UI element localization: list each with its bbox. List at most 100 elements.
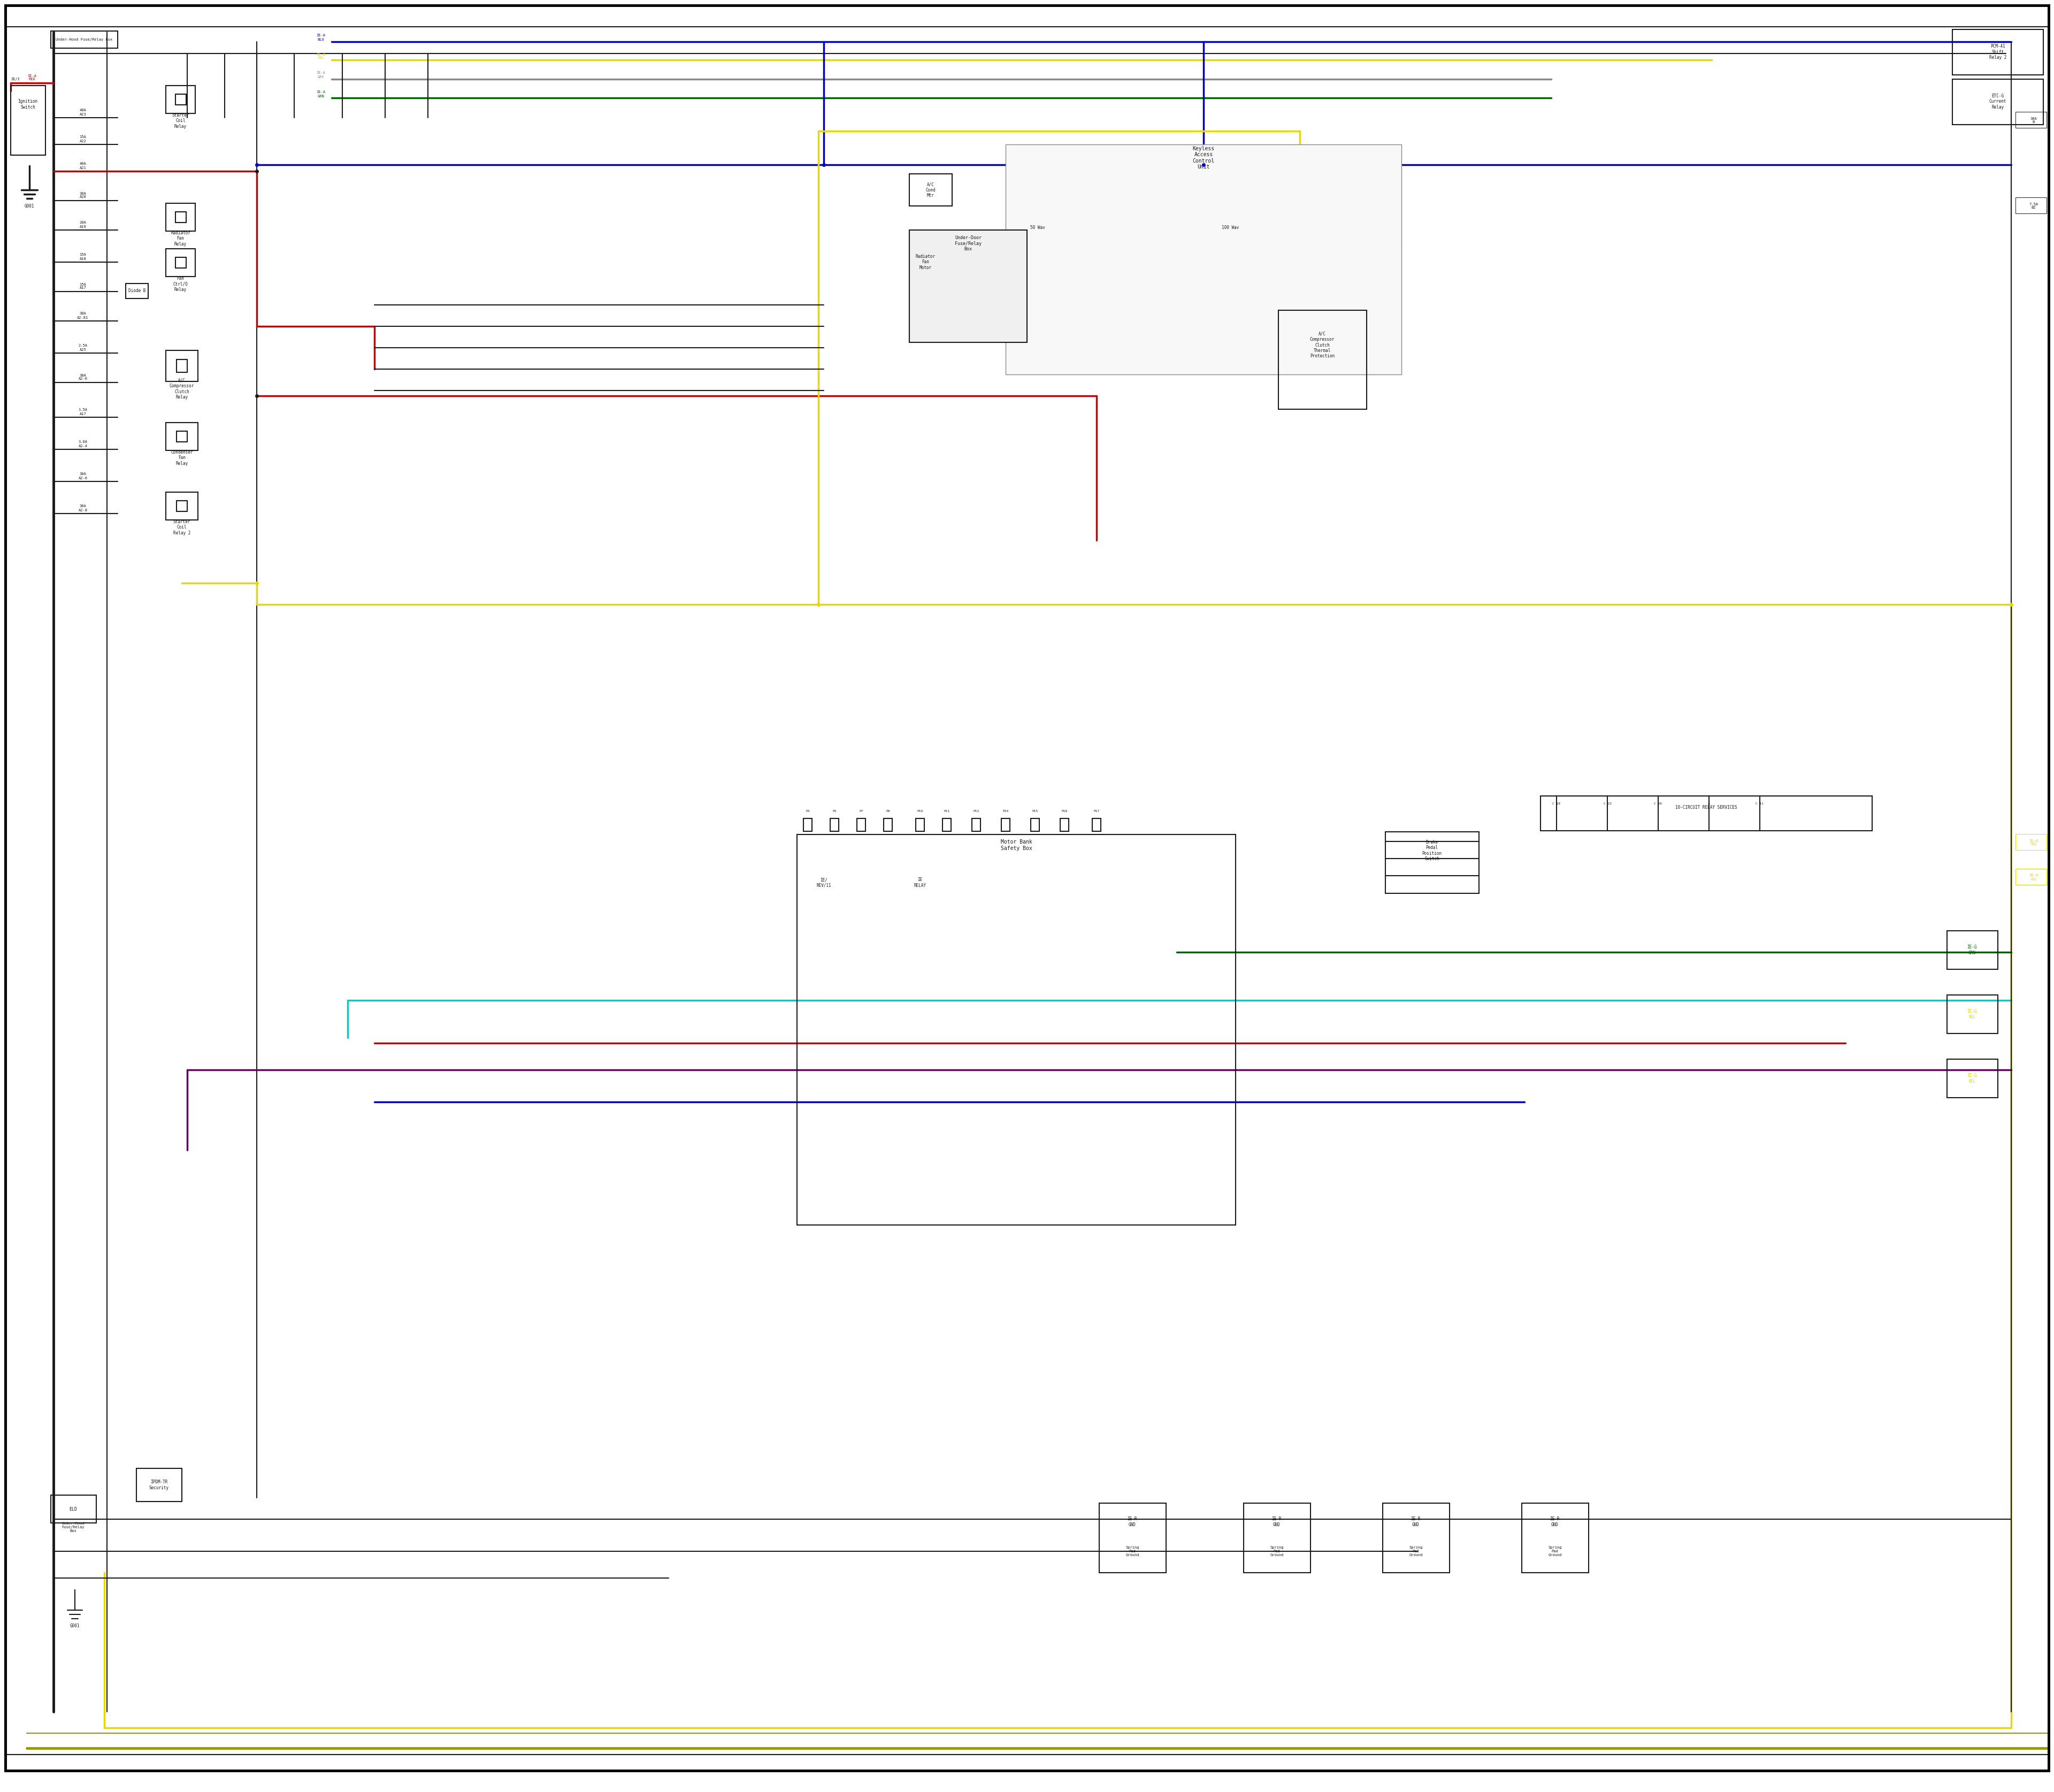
Bar xyxy=(1953,29,2044,75)
Bar xyxy=(1099,1503,1167,1573)
Text: IE-A
GRN: IE-A GRN xyxy=(316,91,325,97)
Text: 15A
A17: 15A A17 xyxy=(80,283,86,290)
Bar xyxy=(10,86,45,156)
Text: 2.5A
A25: 2.5A A25 xyxy=(78,344,88,351)
Bar xyxy=(166,86,195,113)
Text: IE-4
YEL: IE-4 YEL xyxy=(2029,874,2038,880)
Bar xyxy=(1953,79,2044,125)
Text: IE-R
GND: IE-R GND xyxy=(1271,1516,1282,1527)
Text: P10: P10 xyxy=(916,810,922,814)
Text: 15A
A18: 15A A18 xyxy=(80,253,86,260)
Text: Starter
Coil
Relay: Starter Coil Relay xyxy=(173,113,189,129)
Text: P17: P17 xyxy=(1093,810,1099,814)
Text: Under-Hood Fuse/Relay Box: Under-Hood Fuse/Relay Box xyxy=(55,38,113,41)
Text: C 22: C 22 xyxy=(1604,803,1612,805)
Bar xyxy=(1947,995,1999,1034)
Text: Radiator
Fan
Motor: Radiator Fan Motor xyxy=(916,254,935,271)
Text: 30A
B: 30A B xyxy=(2029,116,2038,124)
Text: Condenser
Fan
Relay: Condenser Fan Relay xyxy=(170,450,193,466)
Text: IE-G
YEL: IE-G YEL xyxy=(1968,1009,1978,1020)
Text: C 11: C 11 xyxy=(1756,803,1764,805)
Bar xyxy=(910,174,953,206)
Text: Spring
Pad
Ground: Spring Pad Ground xyxy=(1549,1546,1561,1557)
Text: Diode B: Diode B xyxy=(127,289,146,294)
Text: Under-Hood
Fuse/Relay
Box: Under-Hood Fuse/Relay Box xyxy=(62,1521,84,1532)
Text: 15A
A22: 15A A22 xyxy=(80,136,86,143)
Text: P16: P16 xyxy=(1062,810,1068,814)
Bar xyxy=(883,819,891,831)
Text: IPDM-TR
Security: IPDM-TR Security xyxy=(150,1480,168,1491)
Text: IE/
REV/11: IE/ REV/11 xyxy=(815,878,832,887)
Text: 100 Wav: 100 Wav xyxy=(1222,226,1239,229)
Text: P5: P5 xyxy=(832,810,836,814)
Text: P12: P12 xyxy=(974,810,980,814)
Bar xyxy=(2015,197,2046,213)
Text: 10-CIRCUIT RELAY SERVICES: 10-CIRCUIT RELAY SERVICES xyxy=(1676,805,1738,810)
Text: Motor Bank
Safety Box: Motor Bank Safety Box xyxy=(1000,839,1031,851)
Bar xyxy=(2015,833,2046,849)
Text: Spring
Pad
Ground: Spring Pad Ground xyxy=(1409,1546,1423,1557)
Bar xyxy=(2015,111,2046,127)
Text: 30A
A2-6: 30A A2-6 xyxy=(78,375,88,380)
Text: Spring
Pad
Ground: Spring Pad Ground xyxy=(1126,1546,1140,1557)
Text: 20A
A19: 20A A19 xyxy=(80,220,86,228)
Text: C 18: C 18 xyxy=(1553,803,1561,805)
Text: A/C
Cond
Mtr: A/C Cond Mtr xyxy=(926,183,937,197)
Text: G001: G001 xyxy=(70,1624,80,1629)
Text: IE-R
GND: IE-R GND xyxy=(1128,1516,1138,1527)
Bar xyxy=(1278,310,1366,409)
Bar xyxy=(1093,819,1101,831)
Bar xyxy=(916,819,924,831)
Text: 36A
A2-8: 36A A2-8 xyxy=(78,505,88,513)
Text: IE-G
YEL: IE-G YEL xyxy=(1968,1073,1978,1084)
Bar xyxy=(1540,796,1871,831)
Bar xyxy=(166,249,195,276)
Bar xyxy=(1006,145,1401,375)
Bar xyxy=(125,283,148,299)
Text: P11: P11 xyxy=(943,810,949,814)
Text: A/C
Compressor
Clutch
Thermal
Protection: A/C Compressor Clutch Thermal Protection xyxy=(1310,332,1335,358)
Bar xyxy=(857,819,865,831)
Text: 7.5A
B2: 7.5A B2 xyxy=(2029,202,2038,210)
Text: 30A
A20: 30A A20 xyxy=(80,192,86,199)
Text: IE
RELAY: IE RELAY xyxy=(914,878,926,887)
Text: IE-R
GND: IE-R GND xyxy=(1411,1516,1421,1527)
Bar xyxy=(1522,1503,1588,1573)
Bar xyxy=(51,1495,97,1523)
Text: Under-Door
Fuse/Relay
Box: Under-Door Fuse/Relay Box xyxy=(955,235,982,251)
Text: P14: P14 xyxy=(1002,810,1009,814)
Bar xyxy=(166,351,197,382)
Text: 3.0A
A2-4: 3.0A A2-4 xyxy=(78,441,88,448)
Text: 40A
A23: 40A A23 xyxy=(80,109,86,116)
Bar xyxy=(830,819,838,831)
Text: Spring
Pad
Ground: Spring Pad Ground xyxy=(1269,1546,1284,1557)
Bar xyxy=(803,819,811,831)
Text: IE/I: IE/I xyxy=(10,77,21,81)
Text: Brake
Pedal
Position
Switch: Brake Pedal Position Switch xyxy=(1421,840,1442,862)
Text: P7: P7 xyxy=(859,810,863,814)
Text: 30A
A2-81: 30A A2-81 xyxy=(78,312,88,319)
Bar xyxy=(2015,869,2046,885)
Bar xyxy=(1002,819,1011,831)
Text: PCM-41
Shift
Relay 2: PCM-41 Shift Relay 2 xyxy=(1988,45,2007,59)
Bar xyxy=(1382,1503,1450,1573)
Bar xyxy=(910,229,1027,342)
Text: P4: P4 xyxy=(805,810,809,814)
Text: Radiator
Fan
Relay: Radiator Fan Relay xyxy=(170,231,191,247)
Text: G001: G001 xyxy=(25,204,35,208)
Text: IE-A
YEL: IE-A YEL xyxy=(316,52,325,59)
Text: C 26: C 26 xyxy=(1653,803,1662,805)
Text: Keyless
Access
Control
Unit: Keyless Access Control Unit xyxy=(1193,145,1214,170)
Text: Fan
Ctrl/O
Relay: Fan Ctrl/O Relay xyxy=(173,276,189,292)
Text: 40A
A21: 40A A21 xyxy=(80,163,86,168)
Bar xyxy=(166,202,195,231)
Text: A/C
Compressor
Clutch
Relay: A/C Compressor Clutch Relay xyxy=(170,378,195,400)
Bar xyxy=(51,30,117,48)
Text: IE-G
GRN: IE-G GRN xyxy=(1968,944,1978,955)
Text: P8: P8 xyxy=(885,810,889,814)
Text: ETC-G
Current
Relay: ETC-G Current Relay xyxy=(1988,93,2007,109)
Bar xyxy=(1947,1059,1999,1098)
Bar xyxy=(972,819,980,831)
Bar xyxy=(1243,1503,1310,1573)
Text: Starter
Coil
Relay 2: Starter Coil Relay 2 xyxy=(173,520,191,536)
